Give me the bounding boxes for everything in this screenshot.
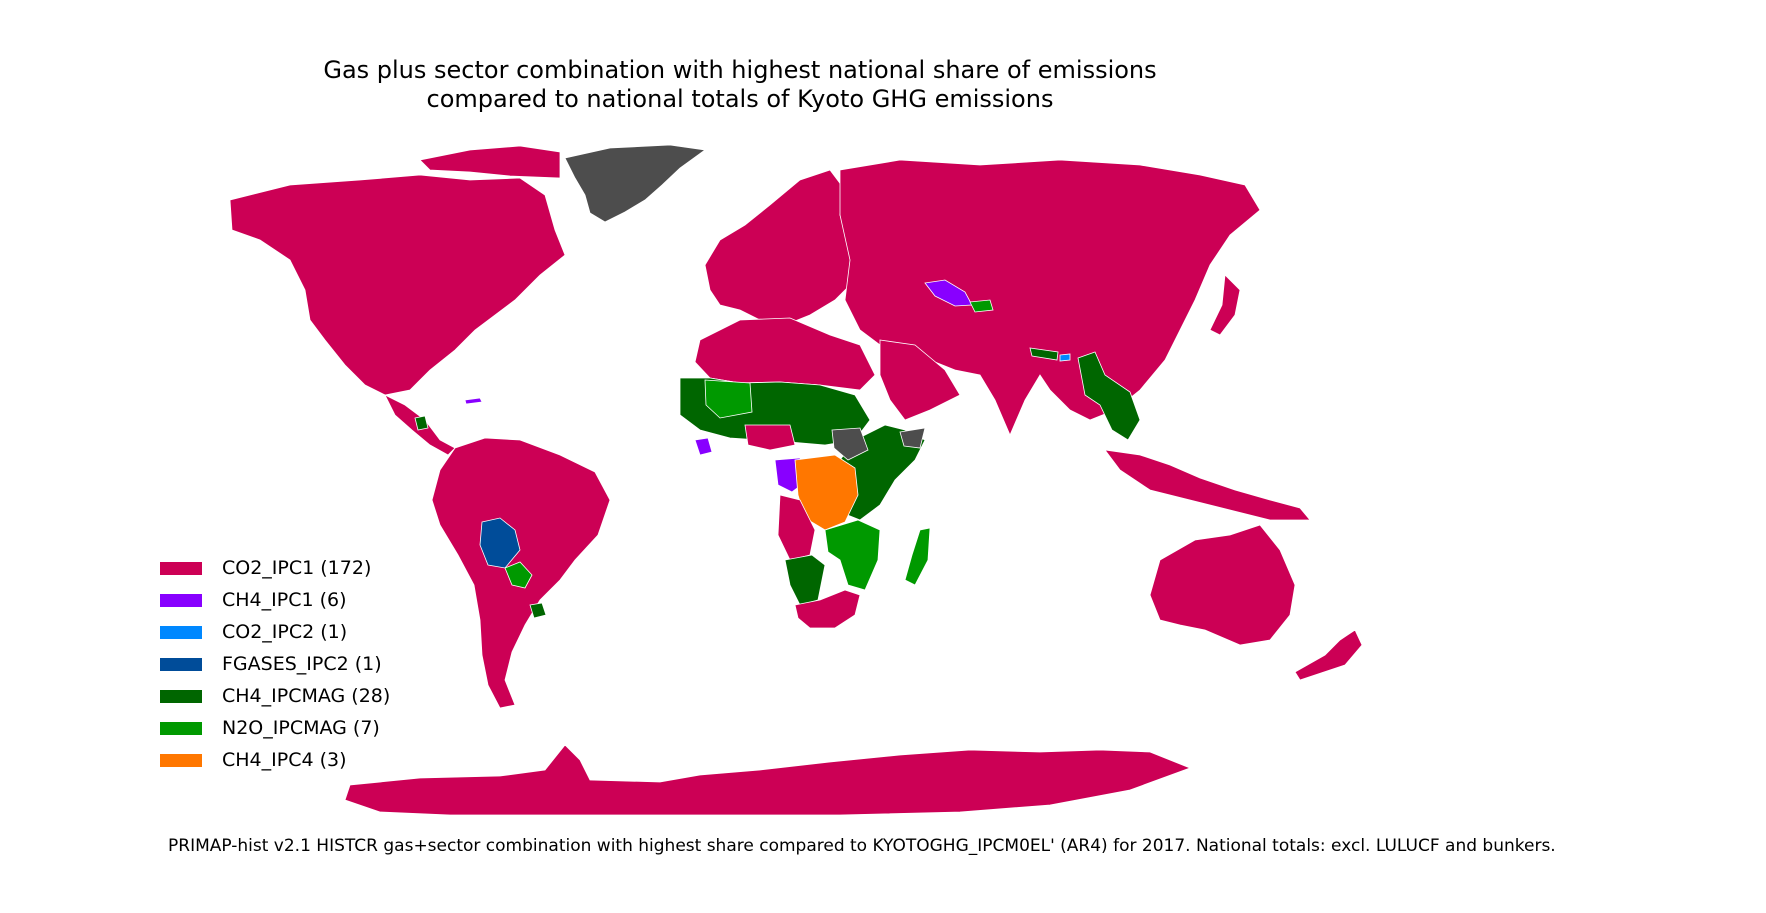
legend-item: N2O_IPCMAG (7) xyxy=(160,712,390,744)
region-guatemala xyxy=(414,415,429,431)
region-antarctica xyxy=(344,744,1192,816)
region-caribbean xyxy=(464,397,483,405)
legend-swatch xyxy=(160,721,202,735)
legend-item: FGASES_IPC2 (1) xyxy=(160,648,390,680)
map-title-line-1: Gas plus sector combination with highest… xyxy=(323,56,1157,84)
legend-swatch xyxy=(160,625,202,639)
legend-swatch xyxy=(160,657,202,671)
region-north-africa xyxy=(694,317,876,391)
legend-swatch xyxy=(160,753,202,767)
region-maritime-southeast-asia xyxy=(1104,449,1311,521)
legend-label: CH4_IPCMAG (28) xyxy=(222,685,391,707)
region-bhutan xyxy=(1059,353,1071,362)
region-sierra-leone-liberia xyxy=(694,437,713,456)
legend-swatch xyxy=(160,689,202,703)
region-north-america xyxy=(229,174,566,396)
region-southern-africa xyxy=(794,589,861,629)
legend-label: CO2_IPC2 (1) xyxy=(222,621,348,643)
legend-label: CO2_IPC1 (172) xyxy=(222,557,372,579)
region-japan xyxy=(1209,274,1241,336)
region-paraguay xyxy=(504,561,533,589)
legend-label: CH4_IPC4 (3) xyxy=(222,749,347,771)
region-arabia xyxy=(879,339,961,421)
region-kyrgyzstan xyxy=(969,299,994,313)
region-australia xyxy=(1149,524,1296,646)
legend-label: FGASES_IPC2 (1) xyxy=(222,653,382,675)
legend-item: CH4_IPC1 (6) xyxy=(160,584,390,616)
legend-swatch xyxy=(160,561,202,575)
legend-item: CH4_IPC4 (3) xyxy=(160,744,390,776)
region-madagascar xyxy=(904,527,931,586)
region-greenland xyxy=(564,144,707,223)
region-canadian-arctic xyxy=(419,145,561,179)
region-zambia-mozambique xyxy=(824,519,881,591)
region-horn-of-africa xyxy=(899,427,926,449)
region-gulf-of-guinea xyxy=(744,424,796,451)
region-west-africa-n2o xyxy=(704,379,753,419)
legend-label: CH4_IPC1 (6) xyxy=(222,589,347,611)
region-uruguay xyxy=(529,602,547,619)
map-caption: PRIMAP-hist v2.1 HISTCR gas+sector combi… xyxy=(168,836,1556,856)
region-europe xyxy=(704,169,856,326)
region-bolivia xyxy=(479,517,521,569)
region-new-zealand xyxy=(1294,629,1363,681)
map-title-line-2: compared to national totals of Kyoto GHG… xyxy=(426,85,1054,113)
legend-item: CO2_IPC1 (172) xyxy=(160,552,390,584)
legend-label: N2O_IPCMAG (7) xyxy=(222,717,380,739)
legend-swatch xyxy=(160,593,202,607)
region-myanmar-southeast-asia xyxy=(1077,351,1141,441)
map-legend: CO2_IPC1 (172) CH4_IPC1 (6) CO2_IPC2 (1)… xyxy=(160,552,390,776)
legend-item: CH4_IPCMAG (28) xyxy=(160,680,390,712)
legend-item: CO2_IPC2 (1) xyxy=(160,616,390,648)
region-namibia-botswana xyxy=(784,554,826,606)
region-nepal xyxy=(1029,347,1059,361)
region-somalia-south-sudan xyxy=(831,427,869,461)
